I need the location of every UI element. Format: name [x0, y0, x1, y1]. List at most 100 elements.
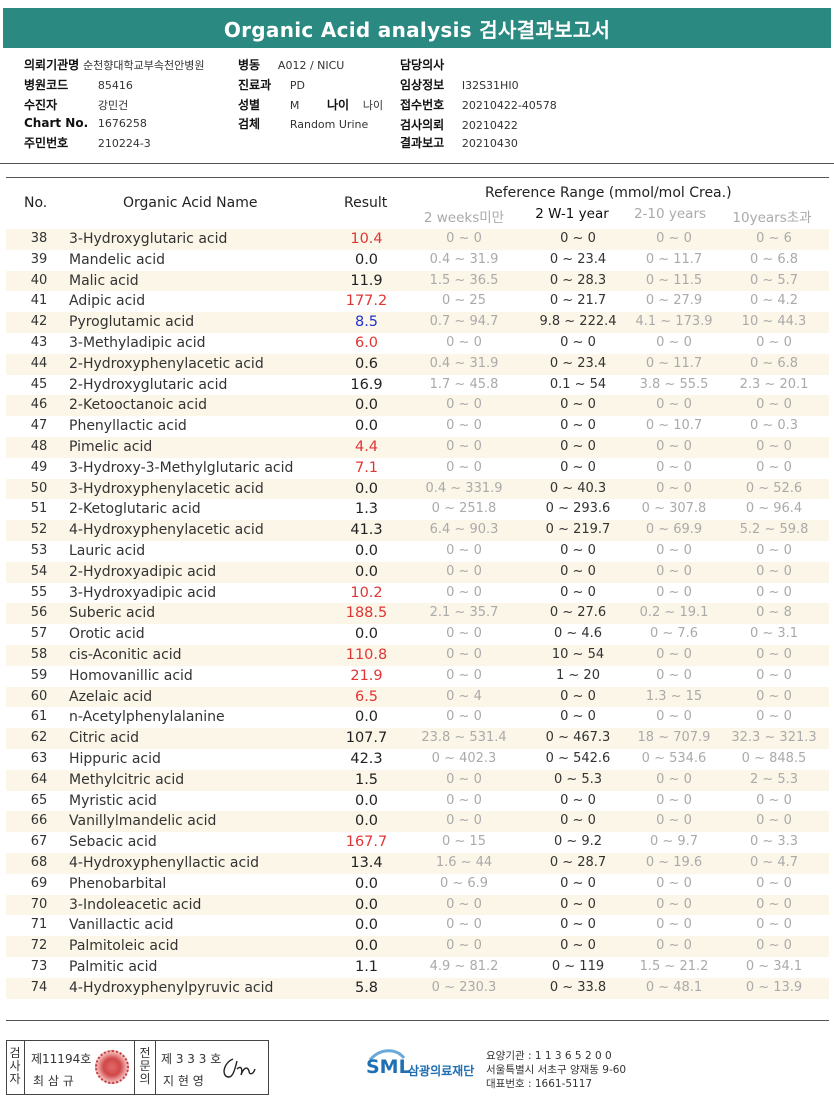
acid-name: cis-Aconitic acid [69, 647, 182, 663]
specimen-label: 검체 [238, 117, 261, 131]
table-row: 38 3-Hydroxyglutaric acid 10.4 0 ~ 0 0 ~ 0 0 … [6, 229, 829, 250]
table-row: 57 Orotic acid 0.0 0 ~ 0 0 ~ 4.6 0 ~ 7.6 0 ~ 3… [6, 624, 829, 645]
ref-2w-1y: 0 ~ 119 [551, 959, 605, 974]
row-number: 46 [30, 397, 48, 413]
ref-2w-1y: 0 ~ 0 [560, 418, 596, 434]
acid-name: 2-Hydroxyglutaric acid [69, 376, 228, 393]
ref-10y-plus: 0 ~ 0 [756, 397, 792, 413]
row-number: 57 [30, 626, 48, 642]
table-row: 41 Adipic acid 177.2 0 ~ 25 0 ~ 21.7 0 ~ 27.9… [6, 291, 829, 312]
ref-10y-plus: 0 ~ 0 [756, 563, 792, 579]
result-value: 0.0 [354, 626, 379, 643]
org-name: 삼광의료재단 [408, 1064, 475, 1078]
request-info: 검사의뢰 20210422 [400, 116, 518, 133]
table-row: 66 Vanillylmandelic acid 0.0 0 ~ 0 0 ~ 0 0 ~ … [6, 811, 829, 833]
row-number: 53 [30, 543, 48, 558]
ref-10y-plus: 5.2 ~ 59.8 [739, 522, 809, 538]
ref-2weeks: 0 ~ 0 [446, 626, 482, 642]
ref-2w-1y: 9.8 ~ 222.4 [539, 314, 617, 330]
result-value: 0.0 [354, 251, 379, 268]
ref-2w-1y: 0 ~ 5.3 [553, 771, 603, 787]
patient-info: 수진자 강민건 [24, 96, 128, 113]
row-number: 71 [30, 917, 48, 933]
ref-2-10y: 0 ~ 307.8 [641, 501, 707, 517]
row-number: 44 [30, 355, 48, 371]
row-number: 67 [30, 834, 48, 850]
ref-10y-plus: 0 ~ 0 [756, 543, 792, 558]
ref-10y-plus: 0 ~ 0 [756, 938, 792, 954]
result-value: 10.2 [350, 584, 383, 601]
ref-2w-1y: 0 ~ 28.3 [549, 272, 607, 288]
ref-2-10y: 0 ~ 0 [656, 480, 692, 496]
age-value: 나이 [362, 99, 384, 112]
table-row: 43 3-Methyladipic acid 6.0 0 ~ 0 0 ~ 0 0 ~ 0 0… [6, 333, 829, 354]
acid-name: 3-Hydroxyphenylacetic acid [69, 480, 264, 497]
acid-name: Pimelic acid [69, 439, 153, 455]
result-value: 0.0 [354, 917, 379, 934]
ref-2weeks: 0 ~ 0 [446, 231, 482, 246]
acid-name: 4-Hydroxyphenyllactic acid [69, 855, 259, 871]
row-number: 52 [30, 522, 48, 538]
ref-10y-plus: 0 ~ 0 [756, 917, 792, 933]
chart-no-value: 1676258 [97, 117, 147, 130]
hospital-value: 순천향대학교부속천안병원 [83, 59, 205, 72]
table-row: 60 Azelaic acid 6.5 0 ~ 4 0 ~ 0 1.3 ~ 15 0 ~ 0 [6, 686, 829, 708]
specialist-number: 제 3 3 3 호 [161, 1052, 222, 1066]
acid-name: Hippuric acid [69, 751, 161, 767]
result-value: 11.9 [350, 272, 383, 289]
ref-2w-1y: 0 ~ 4.6 [553, 626, 603, 642]
ref-10y-plus: 0 ~ 4.7 [749, 855, 799, 870]
ref-2w-1y: 0 ~ 33.8 [549, 979, 607, 995]
ref-10y-plus: 0 ~ 848.5 [741, 751, 807, 766]
acid-name: 2-Hydroxyphenylacetic acid [69, 355, 264, 372]
address: 서울특별시 서초구 양재동 9-60 [486, 1064, 627, 1076]
patient-label: 수진자 [24, 98, 58, 112]
ref-10y-plus: 0 ~ 34.1 [745, 959, 803, 974]
ref-2weeks: 6.4 ~ 90.3 [429, 522, 499, 538]
ref-2weeks: 0 ~ 0 [446, 563, 482, 579]
acid-name: 2-Ketooctanoic acid [69, 397, 207, 414]
dept-value: PD [289, 79, 305, 92]
table-row: 67 Sebacic acid 167.7 0 ~ 15 0 ~ 9.2 0 ~ 9.7 0… [6, 832, 829, 853]
acid-name: Myristic acid [69, 792, 157, 809]
ref-2w-1y: 0 ~ 0 [560, 813, 596, 829]
ref-10y-plus: 0 ~ 0.3 [749, 418, 799, 434]
row-number: 54 [30, 563, 48, 579]
ref-2weeks: 0 ~ 230.3 [431, 979, 497, 995]
ref-10y-plus: 2.3 ~ 20.1 [739, 376, 809, 392]
table-row: 64 Methylcitric acid 1.5 0 ~ 0 0 ~ 5.3 0 ~ 0 2… [6, 769, 829, 791]
specimen-info: 검체 Random Urine [238, 115, 368, 132]
ref-10y-plus: 0 ~ 0 [756, 875, 792, 891]
row-number: 47 [30, 418, 48, 434]
ref-2w-1y: 0 ~ 542.6 [545, 751, 611, 766]
result-value: 0.0 [354, 875, 379, 892]
acid-name: 4-Hydroxyphenylpyruvic acid [69, 979, 274, 996]
box-divider [134, 1041, 135, 1094]
row-number: 50 [30, 480, 48, 496]
ref-10y-plus: 0 ~ 0 [756, 688, 792, 704]
doctor-info: 담당의사 [400, 56, 444, 73]
ref-2weeks: 0 ~ 0 [446, 543, 482, 558]
request-value: 20210422 [461, 119, 518, 132]
acid-name: Phenobarbital [69, 875, 167, 892]
ref-2weeks: 2.1 ~ 35.7 [429, 605, 499, 621]
id-info: 주민번호 210224-3 [24, 134, 151, 151]
inspector-name: 최 삼 규 [33, 1074, 74, 1088]
row-number: 64 [30, 771, 48, 787]
acid-name: Orotic acid [69, 626, 145, 643]
ref-2w-1y: 0 ~ 0 [560, 397, 596, 413]
report-title: Organic Acid analysis 검사결과보고서 [3, 8, 831, 48]
ref-2w-1y: 10 ~ 54 [551, 647, 605, 662]
ref-2w-1y: 0 ~ 293.6 [545, 501, 611, 517]
row-number: 66 [30, 813, 48, 829]
acid-name: Suberic acid [69, 605, 156, 622]
ref-2weeks: 0.4 ~ 31.9 [429, 355, 499, 371]
table-row: 74 4-Hydroxyphenylpyruvic acid 5.8 0 ~ 230.… [6, 977, 829, 999]
result-value: 1.5 [354, 771, 379, 788]
acid-name: 3-Indoleacetic acid [69, 896, 202, 913]
table-row: 49 3-Hydroxy-3-Methylglutaric acid 7.1 0 ~ … [6, 458, 829, 479]
table-row: 70 3-Indoleacetic acid 0.0 0 ~ 0 0 ~ 0 0 ~ 0 0… [6, 894, 829, 916]
inspector-label: 검사자 [9, 1046, 21, 1086]
table-row: 46 2-Ketooctanoic acid 0.0 0 ~ 0 0 ~ 0 0 ~ 0 0… [6, 395, 829, 417]
sex-info: 성별 M [238, 96, 299, 113]
